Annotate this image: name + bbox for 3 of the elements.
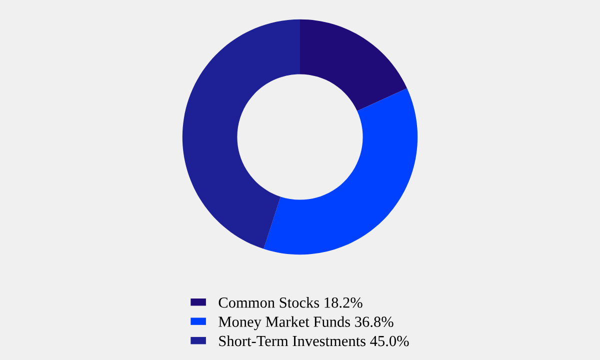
legend-label: Short-Term Investments 45.0% bbox=[219, 335, 409, 346]
legend-label: Common Stocks 18.2% bbox=[218, 297, 362, 308]
legend-label: Money Market Funds 36.8% bbox=[218, 316, 394, 330]
